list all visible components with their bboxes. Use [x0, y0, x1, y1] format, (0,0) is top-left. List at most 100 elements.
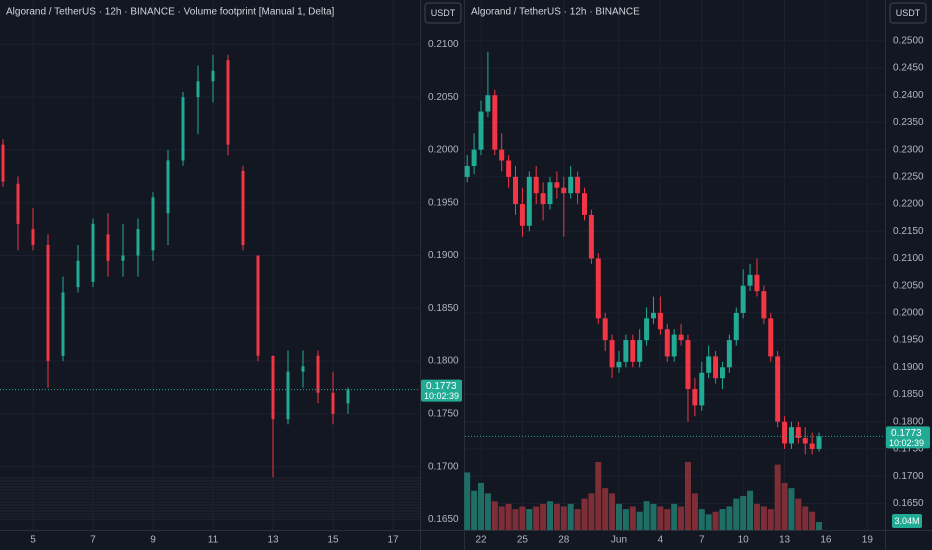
candle-body	[136, 229, 140, 256]
candle-body	[595, 258, 601, 319]
y-tick-label: 0.1750	[893, 444, 924, 455]
candle-body	[581, 193, 587, 215]
volume-tag	[892, 514, 922, 528]
volume-bar	[567, 503, 574, 530]
candle-body	[671, 334, 677, 357]
volume-bar	[581, 498, 588, 530]
volume-bar	[671, 503, 678, 530]
y-tick-label: 0.2300	[893, 144, 924, 155]
candle-body	[740, 285, 746, 313]
y-tick-label: 0.1900	[893, 362, 924, 373]
candle-body	[747, 274, 753, 286]
volume-bar	[802, 506, 809, 530]
volume-bar	[719, 509, 726, 530]
volume-bar	[478, 482, 485, 530]
candle-body	[226, 60, 230, 145]
y-tick-label: 0.1800	[893, 416, 924, 427]
x-tick-label: 28	[558, 535, 570, 546]
candle-body	[485, 95, 491, 112]
volume-bar	[657, 506, 664, 530]
volume-bar	[650, 503, 657, 530]
y-tick-label: 0.1850	[893, 389, 924, 400]
candle-body	[61, 292, 65, 356]
x-tick-label: 19	[862, 535, 874, 546]
candle-body	[650, 312, 656, 319]
chart-title: Algorand / TetherUS · 12h · BINANCE · Vo…	[6, 7, 335, 18]
x-tick-label: 13	[779, 535, 791, 546]
candle-body	[121, 255, 125, 261]
candle-body	[719, 367, 725, 379]
y-tick-label: 0.2450	[893, 63, 924, 74]
candle-body	[761, 291, 767, 319]
volume-bar	[636, 511, 643, 530]
y-tick-label: 0.1700	[428, 461, 459, 472]
candle-body	[301, 366, 305, 372]
price-tag	[421, 379, 462, 402]
volume-bar	[753, 503, 760, 530]
x-tick-label: 7	[90, 535, 96, 546]
y-tick-label: 0.1800	[428, 356, 459, 367]
candle-body	[76, 260, 80, 288]
candle-body	[519, 204, 525, 226]
candle-body	[692, 389, 698, 406]
candle-body	[499, 149, 505, 161]
volume-bar	[498, 506, 505, 530]
candle-body	[809, 443, 815, 449]
volume-bar	[691, 493, 698, 530]
candle-body	[331, 392, 335, 414]
candle-body	[568, 176, 574, 194]
volume-bar	[505, 503, 512, 530]
candle-body	[623, 340, 629, 362]
volume-bar	[464, 472, 471, 530]
volume-bar	[678, 506, 685, 530]
candle-body	[271, 355, 275, 420]
volume-bar	[602, 488, 609, 530]
candle-body	[685, 340, 691, 390]
candle-body	[256, 255, 260, 356]
volume-bar	[540, 503, 547, 530]
volume-bar	[664, 509, 671, 530]
y-tick-label: 0.1700	[893, 471, 924, 482]
y-tick-label: 0.1950	[428, 197, 459, 208]
x-tick-label: 7	[699, 535, 705, 546]
x-tick-label: 5	[30, 535, 36, 546]
volume-label: 3.04M	[894, 516, 919, 526]
candle-body	[547, 182, 553, 205]
candle-body	[316, 355, 320, 393]
candle-body	[802, 438, 808, 444]
x-tick-label: 25	[517, 535, 529, 546]
countdown-label: 10:02:39	[424, 391, 459, 401]
volume-bar	[622, 509, 629, 530]
candle-body	[575, 176, 581, 194]
y-tick-label: 0.2500	[893, 35, 924, 46]
x-tick-label: 10	[738, 535, 750, 546]
candle-body	[526, 176, 532, 226]
candle-body	[713, 356, 719, 379]
candle-body	[733, 312, 739, 341]
candle-body	[478, 111, 484, 150]
y-tick-label: 0.2150	[893, 226, 924, 237]
candle-body	[782, 421, 788, 444]
volume-bar	[512, 509, 519, 530]
candle-body	[775, 356, 781, 422]
y-tick-label: 0.2100	[893, 253, 924, 264]
candle-body	[609, 340, 615, 368]
candle-body	[816, 436, 822, 449]
last-price-label: 0.1773	[426, 381, 457, 392]
volume-bar	[609, 493, 616, 530]
price-tag	[886, 426, 930, 449]
volume-bar	[781, 482, 788, 530]
candle-body	[630, 340, 636, 362]
candle-body	[678, 334, 684, 341]
y-tick-label: 0.2400	[893, 90, 924, 101]
volume-bar	[595, 462, 602, 530]
y-tick-label: 0.2250	[893, 171, 924, 182]
volume-bar	[533, 506, 540, 530]
candle-body	[644, 318, 650, 341]
y-tick-label: 0.2200	[893, 199, 924, 210]
y-tick-label: 0.2100	[428, 39, 459, 50]
y-tick-label: 0.1750	[428, 409, 459, 420]
candle-body	[1, 144, 5, 182]
